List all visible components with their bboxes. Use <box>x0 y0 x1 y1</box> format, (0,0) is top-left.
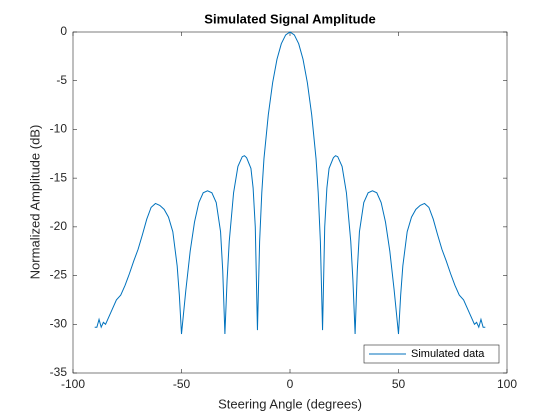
y-tick-label: -25 <box>50 268 68 282</box>
y-tick-label: 0 <box>60 24 67 38</box>
data-line <box>94 31 486 335</box>
y-tick-label: -10 <box>50 122 68 136</box>
x-tick-label: 50 <box>392 377 406 391</box>
x-tick-label: 0 <box>287 377 294 391</box>
y-tick-label: -5 <box>56 73 67 87</box>
x-axis-label: Steering Angle (degrees) <box>218 396 362 411</box>
y-axis-label: Normalized Amplitude (dB) <box>27 125 42 280</box>
y-tick-label: -30 <box>50 316 68 330</box>
axes-box <box>72 31 508 374</box>
x-tick-label: 100 <box>497 377 517 391</box>
x-tick-label: -50 <box>173 377 191 391</box>
legend-box <box>363 344 500 364</box>
y-tick-label: -20 <box>50 219 68 233</box>
y-tick-label: -35 <box>50 365 68 379</box>
legend-label: Simulated data <box>411 348 485 360</box>
y-tick-label: -15 <box>50 170 68 184</box>
x-tick-label: -100 <box>61 377 85 391</box>
chart-title: Simulated Signal Amplitude <box>204 11 375 26</box>
